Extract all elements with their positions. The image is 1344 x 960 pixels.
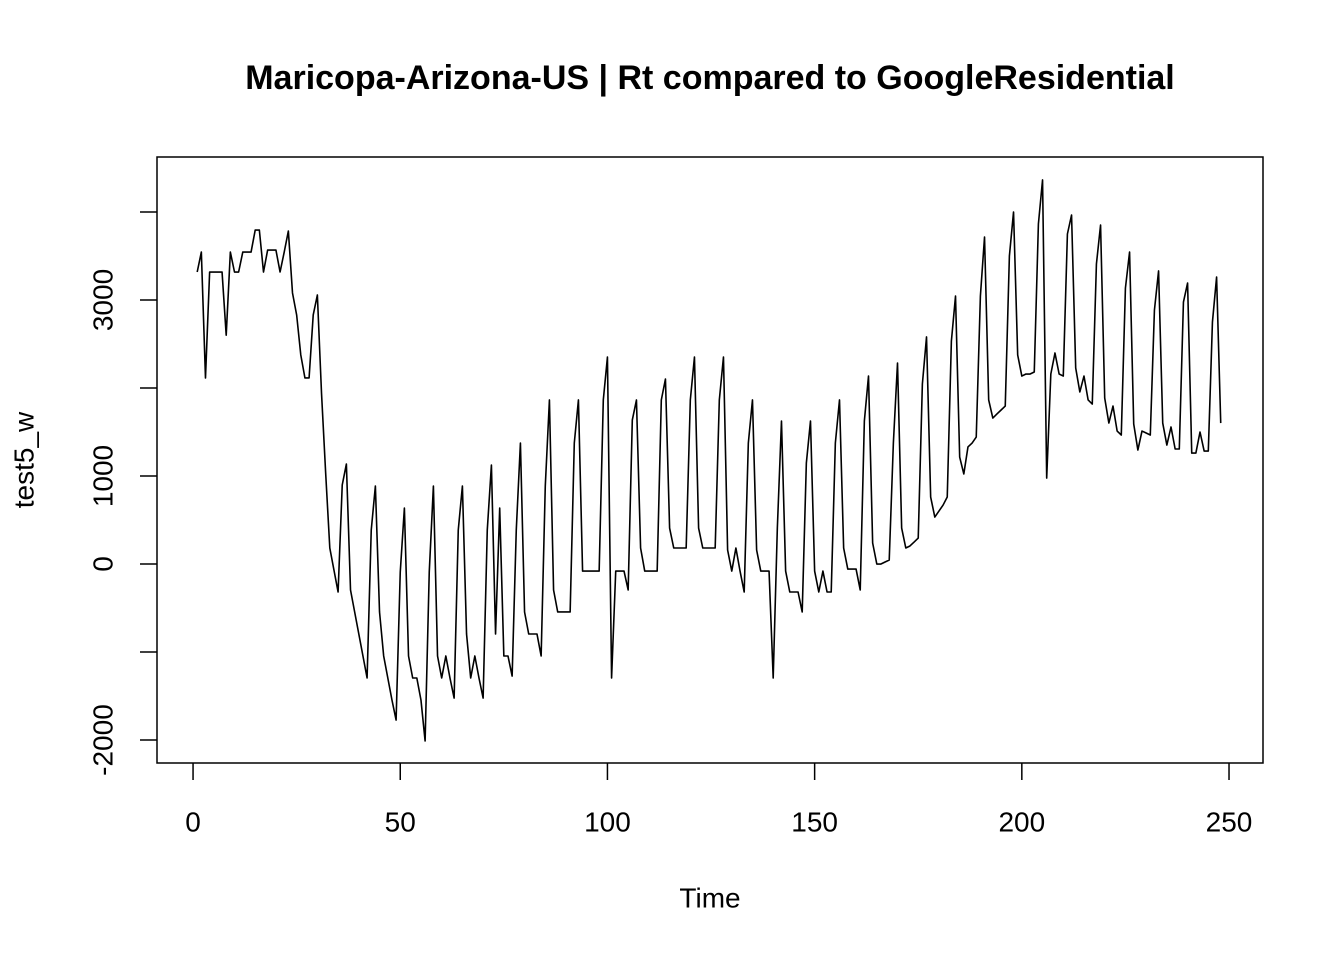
x-axis-label: Time: [679, 882, 740, 913]
x-tick-label: 0: [185, 806, 201, 837]
x-tick-label: 150: [791, 806, 838, 837]
y-tick-label: -2000: [87, 704, 118, 776]
x-tick-label: 200: [998, 806, 1045, 837]
chart-title: Maricopa-Arizona-US | Rt compared to Goo…: [245, 59, 1175, 97]
x-tick-label: 250: [1206, 806, 1253, 837]
y-tick-label: 0: [87, 556, 118, 572]
y-axis-label: test5_w: [8, 411, 39, 508]
x-tick-label: 100: [584, 806, 631, 837]
series-line: [196, 179, 1222, 742]
y-tick-label: 1000: [87, 445, 118, 507]
plot-box: [156, 156, 1264, 764]
y-tick-label: 3000: [87, 269, 118, 331]
x-tick-label: 50: [385, 806, 416, 837]
